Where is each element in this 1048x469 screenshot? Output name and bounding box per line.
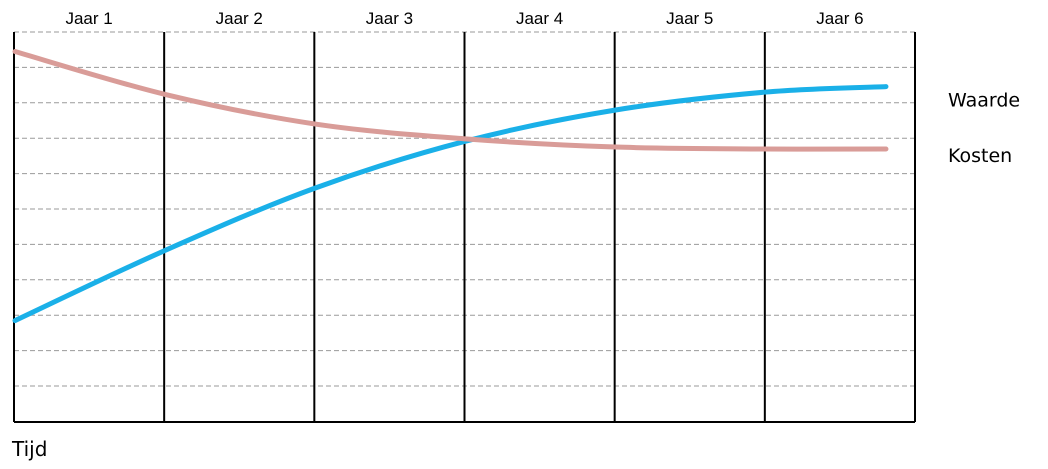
series-labels: Waarde Kosten <box>948 90 1020 167</box>
series-label-waarde: Waarde <box>948 90 1020 112</box>
column-label: Jaar 6 <box>816 9 863 28</box>
column-label: Jaar 3 <box>366 9 413 28</box>
series-lines <box>12 49 889 324</box>
column-label: Jaar 2 <box>216 9 263 28</box>
column-labels: Jaar 1 Jaar 2 Jaar 3 Jaar 4 Jaar 5 Jaar 6 <box>65 9 863 28</box>
series-line-waarde <box>12 84 889 324</box>
chart-frame <box>13 32 916 423</box>
column-label: Jaar 4 <box>516 9 563 28</box>
column-label: Jaar 5 <box>666 9 713 28</box>
column-label: Jaar 1 <box>65 9 112 28</box>
x-axis-title: Tijd <box>11 437 47 461</box>
series-label-kosten: Kosten <box>948 145 1012 167</box>
series-line-kosten <box>12 49 889 152</box>
